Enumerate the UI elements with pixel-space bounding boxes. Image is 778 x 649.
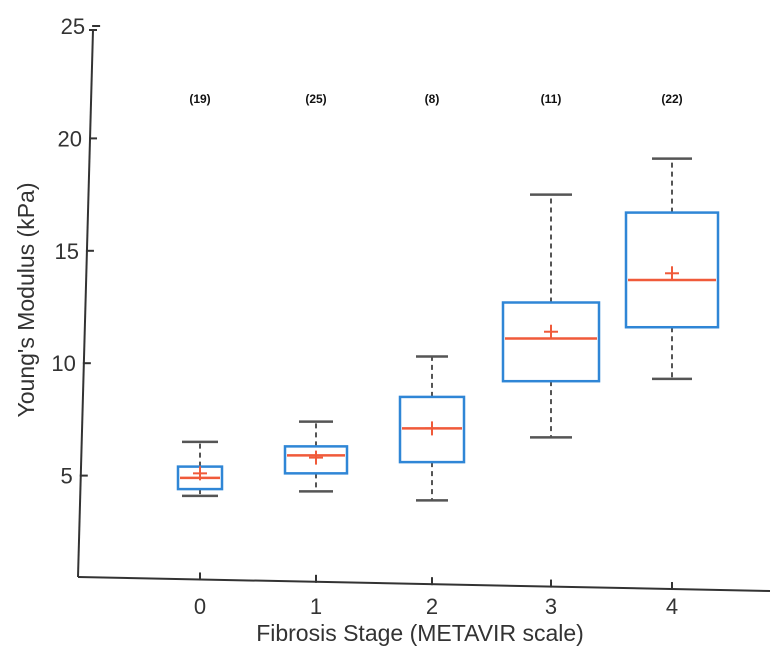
count-label-stage-2: (8)	[425, 92, 440, 106]
y-axis-line	[77, 29, 94, 578]
iqr-box	[283, 445, 349, 475]
count-label-stage-0: (19)	[189, 92, 210, 106]
x-tick-label-3: 3	[545, 594, 557, 619]
sample-counts: (19) (25) (8) (11) (22)	[189, 92, 682, 106]
y-tick-label-5: 5	[61, 464, 73, 489]
y-axis-label: Young's Modulus (kPa)	[13, 183, 39, 418]
box-stage-4	[624, 157, 720, 381]
box-stage-1	[283, 420, 349, 493]
box-stage-3	[501, 193, 601, 439]
count-label-stage-3: (11)	[541, 92, 562, 106]
x-tick-label-1: 1	[310, 594, 322, 619]
iqr-box	[624, 211, 720, 329]
x-tick-label-4: 4	[666, 594, 678, 619]
y-tick-label-15: 15	[54, 239, 78, 264]
y-tick-label-20: 20	[58, 126, 82, 151]
count-label-stage-4: (22)	[661, 92, 682, 106]
y-tick-label-10: 10	[51, 351, 75, 376]
x-axis-ticks: 0 1 2 3 4	[194, 572, 678, 619]
y-axis-ticks: 5 10 15 20 25	[51, 14, 101, 489]
iqr-box	[501, 301, 601, 383]
box-stage-2	[398, 355, 466, 502]
iqr-box	[398, 395, 466, 464]
x-tick-label-2: 2	[426, 594, 438, 619]
box-group	[176, 157, 720, 502]
count-label-stage-1: (25)	[305, 92, 326, 106]
box-stage-0	[176, 440, 224, 498]
x-axis-label: Fibrosis Stage (METAVIR scale)	[256, 620, 584, 646]
x-tick-label-0: 0	[194, 594, 206, 619]
y-tick-label-25: 25	[61, 14, 85, 39]
x-axis-line	[77, 576, 771, 592]
